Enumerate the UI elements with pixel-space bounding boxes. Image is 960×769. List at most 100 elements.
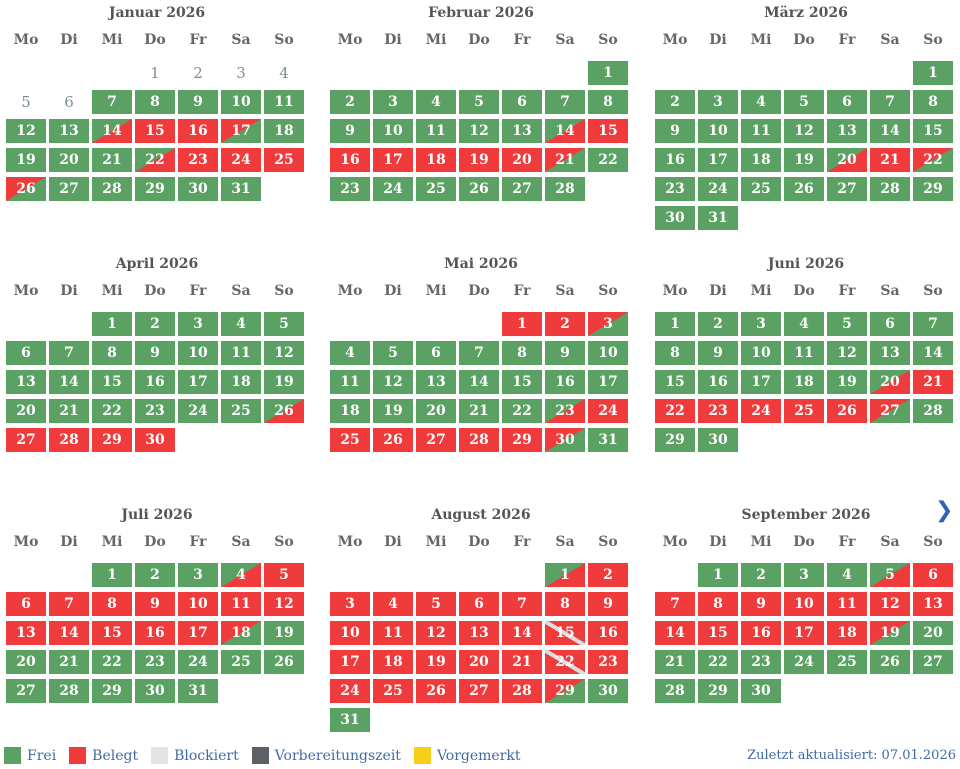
day-cell[interactable]: 10 bbox=[698, 119, 738, 143]
day-cell[interactable]: 21 bbox=[655, 650, 695, 674]
day-cell[interactable]: 15 bbox=[92, 621, 132, 645]
day-cell[interactable]: 25 bbox=[330, 428, 370, 452]
day-cell[interactable]: 2 bbox=[698, 312, 738, 336]
day-cell[interactable]: 19 bbox=[373, 399, 413, 423]
day-cell[interactable]: 23 bbox=[588, 650, 628, 674]
day-cell[interactable]: 19 bbox=[416, 650, 456, 674]
day-cell[interactable]: 19 bbox=[264, 621, 304, 645]
day-cell[interactable]: 21 bbox=[49, 399, 89, 423]
day-cell[interactable]: 5 bbox=[827, 312, 867, 336]
day-cell[interactable]: 13 bbox=[49, 119, 89, 143]
day-cell[interactable]: 5 bbox=[784, 90, 824, 114]
day-cell[interactable]: 8 bbox=[913, 90, 953, 114]
day-cell[interactable]: 14 bbox=[545, 119, 585, 143]
day-cell[interactable]: 21 bbox=[459, 399, 499, 423]
day-cell[interactable]: 10 bbox=[221, 90, 261, 114]
day-cell[interactable]: 9 bbox=[545, 341, 585, 365]
day-cell[interactable]: 18 bbox=[416, 148, 456, 172]
day-cell[interactable]: 2 bbox=[588, 563, 628, 587]
day-cell[interactable]: 12 bbox=[827, 341, 867, 365]
day-cell[interactable]: 5 bbox=[373, 341, 413, 365]
day-cell[interactable]: 24 bbox=[221, 148, 261, 172]
day-cell[interactable]: 1 bbox=[502, 312, 542, 336]
day-cell[interactable]: 17 bbox=[741, 370, 781, 394]
day-cell[interactable]: 15 bbox=[92, 370, 132, 394]
day-cell[interactable]: 9 bbox=[178, 90, 218, 114]
day-cell[interactable]: 18 bbox=[784, 370, 824, 394]
day-cell[interactable]: 2 bbox=[655, 90, 695, 114]
day-cell[interactable]: 5 bbox=[416, 592, 456, 616]
day-cell[interactable]: 2 bbox=[135, 312, 175, 336]
day-cell[interactable]: 1 bbox=[92, 563, 132, 587]
day-cell[interactable]: 27 bbox=[827, 177, 867, 201]
day-cell[interactable]: 6 bbox=[502, 90, 542, 114]
day-cell[interactable]: 11 bbox=[330, 370, 370, 394]
day-cell[interactable]: 12 bbox=[784, 119, 824, 143]
day-cell[interactable]: 13 bbox=[870, 341, 910, 365]
day-cell[interactable]: 16 bbox=[741, 621, 781, 645]
day-cell[interactable]: 10 bbox=[178, 341, 218, 365]
day-cell[interactable]: 23 bbox=[330, 177, 370, 201]
day-cell[interactable]: 24 bbox=[178, 399, 218, 423]
day-cell[interactable]: 21 bbox=[49, 650, 89, 674]
day-cell[interactable]: 7 bbox=[459, 341, 499, 365]
day-cell[interactable]: 19 bbox=[264, 370, 304, 394]
day-cell[interactable]: 26 bbox=[373, 428, 413, 452]
day-cell[interactable]: 9 bbox=[588, 592, 628, 616]
day-cell[interactable]: 24 bbox=[330, 679, 370, 703]
day-cell[interactable]: 7 bbox=[545, 90, 585, 114]
day-cell[interactable]: 5 bbox=[459, 90, 499, 114]
day-cell[interactable]: 2 bbox=[135, 563, 175, 587]
day-cell[interactable]: 10 bbox=[330, 621, 370, 645]
day-cell[interactable]: 31 bbox=[221, 177, 261, 201]
day-cell[interactable]: 25 bbox=[373, 679, 413, 703]
day-cell[interactable]: 21 bbox=[545, 148, 585, 172]
day-cell[interactable]: 23 bbox=[698, 399, 738, 423]
day-cell[interactable]: 15 bbox=[655, 370, 695, 394]
day-cell[interactable]: 8 bbox=[92, 341, 132, 365]
day-cell[interactable]: 20 bbox=[502, 148, 542, 172]
day-cell[interactable]: 23 bbox=[545, 399, 585, 423]
day-cell[interactable]: 10 bbox=[588, 341, 628, 365]
day-cell[interactable]: 2 bbox=[330, 90, 370, 114]
day-cell[interactable]: 31 bbox=[178, 679, 218, 703]
day-cell[interactable]: 13 bbox=[6, 621, 46, 645]
day-cell[interactable]: 19 bbox=[784, 148, 824, 172]
day-cell[interactable]: 27 bbox=[416, 428, 456, 452]
day-cell[interactable]: 14 bbox=[459, 370, 499, 394]
day-cell[interactable]: 20 bbox=[49, 148, 89, 172]
day-cell[interactable]: 1 bbox=[92, 312, 132, 336]
day-cell[interactable]: 30 bbox=[588, 679, 628, 703]
day-cell[interactable]: 11 bbox=[373, 621, 413, 645]
day-cell[interactable]: 22 bbox=[92, 650, 132, 674]
day-cell[interactable]: 26 bbox=[784, 177, 824, 201]
day-cell[interactable]: 27 bbox=[49, 177, 89, 201]
day-cell[interactable]: 7 bbox=[49, 341, 89, 365]
day-cell[interactable]: 24 bbox=[178, 650, 218, 674]
day-cell[interactable]: 21 bbox=[92, 148, 132, 172]
day-cell[interactable]: 3 bbox=[178, 563, 218, 587]
day-cell[interactable]: 8 bbox=[655, 341, 695, 365]
day-cell[interactable]: 4 bbox=[741, 90, 781, 114]
day-cell[interactable]: 17 bbox=[178, 370, 218, 394]
day-cell[interactable]: 4 bbox=[827, 563, 867, 587]
day-cell[interactable]: 14 bbox=[655, 621, 695, 645]
day-cell[interactable]: 19 bbox=[459, 148, 499, 172]
day-cell[interactable]: 16 bbox=[588, 621, 628, 645]
day-cell[interactable]: 8 bbox=[502, 341, 542, 365]
day-cell[interactable]: 9 bbox=[741, 592, 781, 616]
day-cell[interactable]: 28 bbox=[49, 679, 89, 703]
day-cell[interactable]: 14 bbox=[92, 119, 132, 143]
day-cell[interactable]: 17 bbox=[221, 119, 261, 143]
day-cell[interactable]: 13 bbox=[913, 592, 953, 616]
day-cell[interactable]: 3 bbox=[373, 90, 413, 114]
day-cell[interactable]: 12 bbox=[459, 119, 499, 143]
day-cell[interactable]: 25 bbox=[827, 650, 867, 674]
day-cell[interactable]: 16 bbox=[178, 119, 218, 143]
day-cell[interactable]: 19 bbox=[6, 148, 46, 172]
day-cell[interactable]: 20 bbox=[870, 370, 910, 394]
day-cell[interactable]: 16 bbox=[655, 148, 695, 172]
day-cell[interactable]: 25 bbox=[221, 399, 261, 423]
day-cell[interactable]: 5 bbox=[870, 563, 910, 587]
day-cell[interactable]: 15 bbox=[913, 119, 953, 143]
